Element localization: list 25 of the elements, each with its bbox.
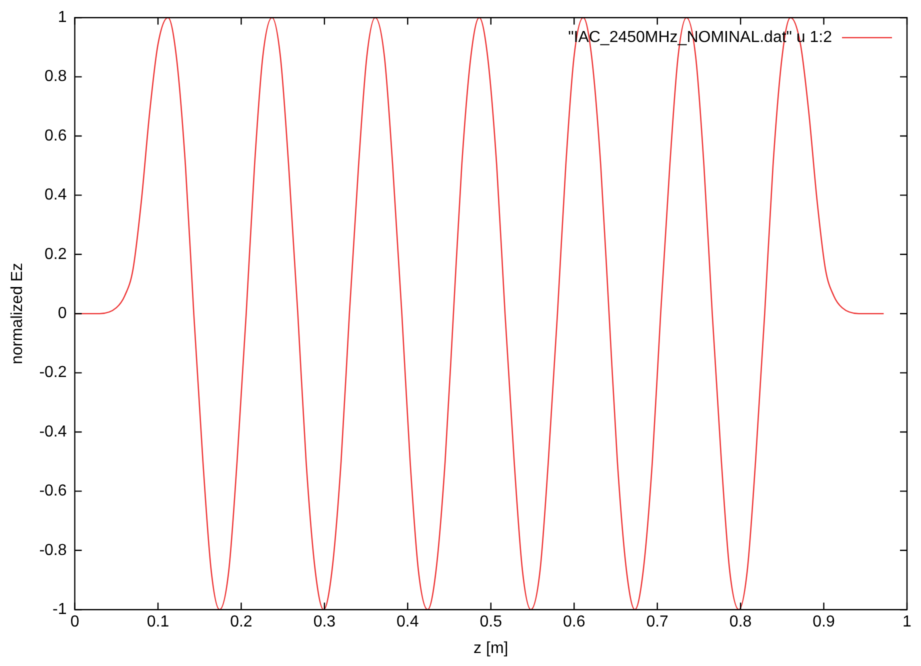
x-tick-label: 0.1 [146,614,170,631]
x-tick-label: 0.4 [396,614,419,631]
y-tick-label: 0.6 [44,127,67,144]
x-tick-label: 0 [70,614,80,631]
x-tick-label: 0.5 [480,614,502,631]
x-tick-label: 0.8 [729,614,752,631]
y-tick-label: -1 [52,601,67,618]
y-tick-label: -0.4 [39,423,67,440]
y-tick-label: -0.6 [39,482,67,500]
x-tick-label: 0.9 [812,614,835,631]
x-tick-label: 0.7 [646,614,669,631]
x-tick-label: 1 [902,614,912,631]
x-axis-title: z [m] [474,640,508,657]
y-axis-title: normalized Ez [9,262,26,364]
line-series [74,18,884,610]
y-tick-label: 1 [58,9,67,26]
y-tick-label: 0 [58,305,67,322]
x-tick-label: 0.6 [562,614,586,631]
y-tick-label: -0.2 [39,364,67,382]
y-tick-label: 0.8 [44,68,67,86]
x-tick-label: 0.2 [230,614,252,631]
y-tick-label: 0.2 [44,246,67,263]
y-tick-label: 0.4 [44,186,67,204]
x-tick-label: 0.3 [313,614,336,631]
y-tick-label: -0.8 [39,542,67,559]
